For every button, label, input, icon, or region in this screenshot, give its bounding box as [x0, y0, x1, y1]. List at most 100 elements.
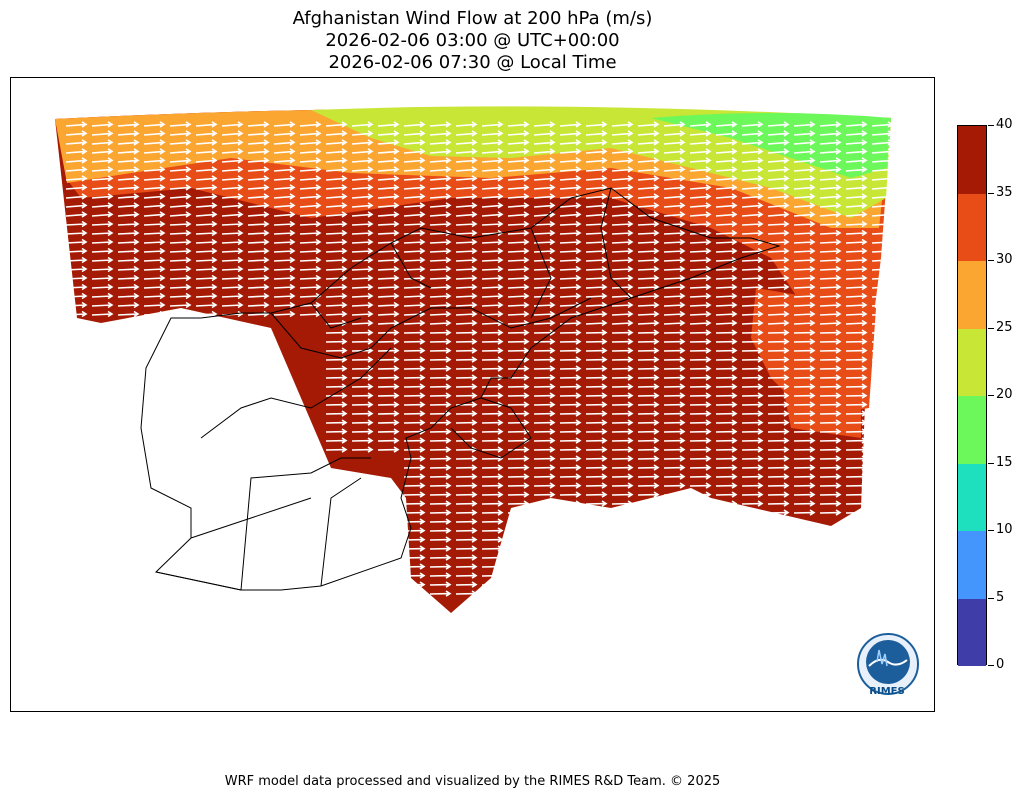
wind-arrow: [455, 419, 478, 426]
wind-arrow: [117, 220, 140, 228]
wind-arrow: [65, 121, 88, 128]
wind-arrow: [221, 256, 244, 264]
wind-arrow: [663, 211, 686, 218]
wind-arrow: [871, 410, 894, 417]
wind-arrow: [845, 283, 868, 291]
wind-arrow: [559, 563, 582, 570]
wind-arrow: [377, 265, 400, 273]
wind-arrow: [299, 202, 322, 209]
wind-arrow: [611, 500, 634, 507]
wind-arrow: [767, 419, 790, 426]
wind-arrow: [91, 157, 114, 164]
wind-arrow: [559, 419, 582, 426]
wind-arrow: [559, 274, 582, 282]
wind-arrow: [247, 220, 270, 228]
wind-arrow: [143, 193, 166, 200]
wind-arrow: [793, 175, 816, 182]
wind-arrow: [871, 473, 894, 480]
wind-arrow: [871, 464, 894, 471]
wind-arrow: [871, 329, 894, 336]
wind-arrow: [767, 446, 790, 453]
wind-arrow: [793, 193, 816, 200]
wind-arrow: [325, 193, 348, 200]
wind-arrow: [143, 220, 166, 228]
wind-arrow: [429, 428, 452, 435]
wind-arrow: [455, 256, 478, 264]
wind-arrow: [715, 374, 738, 381]
wind-arrow: [481, 365, 504, 372]
wind-arrow: [871, 274, 894, 282]
wind-arrow: [507, 509, 530, 516]
wind-arrow: [325, 410, 348, 417]
wind-arrow: [715, 274, 738, 282]
wind-arrow: [741, 356, 764, 363]
wind-arrow: [741, 401, 764, 408]
wind-arrow: [325, 310, 348, 318]
wind-arrow: [689, 247, 712, 255]
wind-arrow: [65, 310, 88, 318]
wind-arrow: [871, 419, 894, 426]
wind-arrow: [299, 301, 322, 309]
wind-arrow: [767, 247, 790, 255]
wind-arrow: [637, 319, 660, 327]
wind-arrow: [455, 274, 478, 282]
wind-arrow: [767, 301, 790, 309]
wind-arrow: [195, 166, 218, 173]
wind-arrow: [819, 329, 842, 336]
wind-arrow: [351, 419, 374, 426]
wind-arrow: [481, 383, 504, 390]
wind-arrow: [663, 247, 686, 255]
wind-arrow: [481, 121, 504, 128]
wind-arrow: [533, 509, 556, 516]
wind-arrow: [481, 536, 504, 543]
wind-arrow: [559, 365, 582, 372]
wind-arrow: [507, 563, 530, 570]
wind-arrow: [637, 148, 660, 155]
wind-arrow: [351, 446, 374, 453]
wind-arrow: [767, 157, 790, 164]
wind-arrow: [559, 265, 582, 273]
wind-arrow: [455, 383, 478, 390]
wind-arrow: [429, 193, 452, 200]
wind-arrow: [689, 220, 712, 228]
wind-arrow: [65, 148, 88, 155]
wind-arrow: [767, 473, 790, 480]
wind-arrow: [819, 175, 842, 182]
wind-arrow: [871, 256, 894, 264]
wind-arrow: [117, 175, 140, 182]
wind-arrow: [533, 374, 556, 381]
wind-arrow: [195, 184, 218, 191]
wind-arrow: [507, 220, 530, 228]
wind-arrow: [403, 247, 426, 255]
wind-arrow: [91, 283, 114, 291]
wind-arrow: [559, 428, 582, 435]
wind-arrow: [611, 482, 634, 489]
wind-arrow: [689, 338, 712, 345]
wind-arrow: [507, 482, 530, 489]
wind-arrow: [871, 446, 894, 453]
wind-arrow: [143, 274, 166, 282]
wind-arrow: [403, 500, 426, 507]
wind-arrow: [65, 211, 88, 218]
wind-arrow: [689, 392, 712, 399]
wind-arrow: [663, 166, 686, 173]
wind-arrow: [715, 437, 738, 444]
wind-arrow: [871, 247, 894, 255]
wind-arrow: [611, 437, 634, 444]
wind-arrow: [65, 256, 88, 264]
wind-arrow: [481, 446, 504, 453]
wind-arrow: [845, 392, 868, 399]
wind-arrow: [533, 202, 556, 209]
wind-arrow: [871, 428, 894, 435]
colorbar-tick-label: 25: [996, 319, 1013, 335]
wind-arrow: [767, 383, 790, 390]
wind-arrow: [611, 256, 634, 264]
wind-arrow: [611, 121, 634, 128]
wind-arrow: [689, 274, 712, 282]
wind-arrow: [325, 157, 348, 164]
wind-arrow: [715, 139, 738, 146]
wind-arrow: [689, 202, 712, 209]
wind-arrow: [533, 229, 556, 237]
wind-arrow: [143, 310, 166, 318]
wind-arrow: [117, 193, 140, 200]
